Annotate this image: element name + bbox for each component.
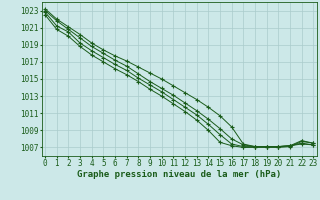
- X-axis label: Graphe pression niveau de la mer (hPa): Graphe pression niveau de la mer (hPa): [77, 170, 281, 179]
